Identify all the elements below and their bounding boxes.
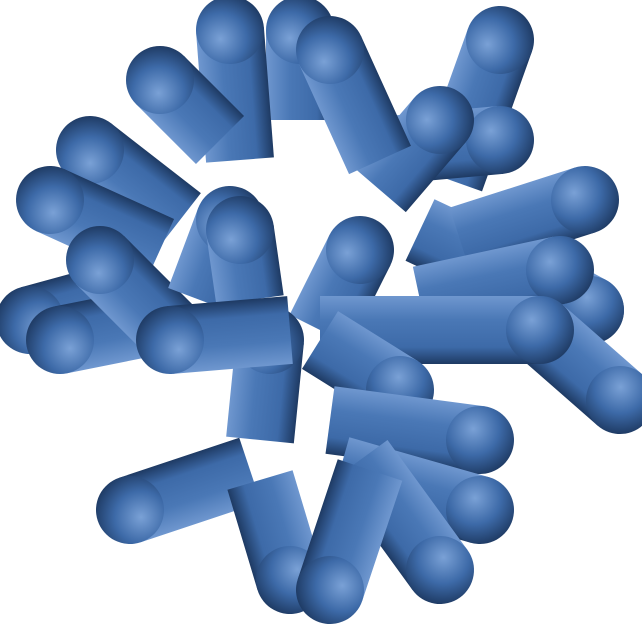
- rod-cap: [25, 306, 94, 375]
- rod-cap: [525, 236, 594, 305]
- rod-cap: [96, 476, 165, 545]
- rod-cap: [56, 115, 125, 184]
- rod-cap: [446, 476, 515, 545]
- rod: [449, 166, 620, 273]
- rod-cap: [135, 305, 204, 374]
- rod-cap: [15, 166, 84, 235]
- rod: [295, 459, 403, 624]
- rod: [296, 15, 411, 175]
- rod-cap: [126, 46, 195, 115]
- rod-cap: [326, 216, 395, 285]
- rod-cap: [406, 536, 475, 605]
- rod-cap: [296, 15, 365, 84]
- rod-cap: [205, 196, 274, 265]
- rod: [205, 196, 284, 305]
- rod-cap: [445, 405, 514, 474]
- rod-cap: [586, 366, 642, 435]
- rod: [354, 86, 474, 213]
- rod: [96, 437, 261, 545]
- rod: [56, 115, 201, 247]
- rod: [289, 216, 395, 346]
- rod-cap: [506, 296, 574, 364]
- rod-cap: [551, 166, 620, 235]
- rod: [126, 46, 245, 165]
- rod-cap: [466, 5, 535, 74]
- rod-cap: [466, 105, 535, 174]
- rod-cap: [405, 86, 474, 155]
- rod-cap: [295, 555, 364, 624]
- rod-cap: [66, 226, 135, 295]
- rod-cap: [196, 0, 265, 64]
- rod: [135, 296, 293, 374]
